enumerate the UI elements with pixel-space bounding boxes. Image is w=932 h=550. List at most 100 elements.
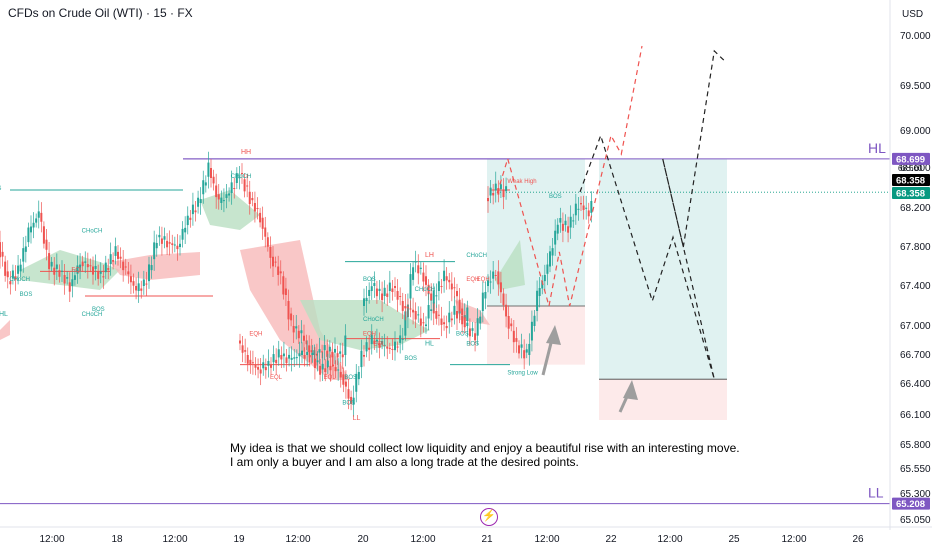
lightning-icon[interactable]: ⚡ [480,508,498,526]
candle-body [168,242,171,244]
structure-label: EQL [71,267,84,273]
candle-body [530,321,533,341]
candle-body [474,333,477,341]
candle-body [427,305,430,319]
candle-body [414,261,417,263]
candle-body [456,311,458,319]
candle-body [61,270,63,272]
y-tick-label: 66.400 [900,379,931,390]
candle-body [332,364,334,367]
candle-body [355,373,358,392]
candle-body [329,365,332,371]
candle-body [117,251,119,259]
y-tick-label: 69.500 [900,81,931,92]
idea-annotation[interactable]: My idea is that we should collect low li… [230,441,740,469]
candle-body [42,226,45,244]
candle-body [425,276,427,285]
candle-body [267,360,270,366]
candle-body [319,365,322,375]
candle-body [225,194,228,198]
idea-line-1: My idea is that we should collect low li… [230,441,740,455]
currency-label[interactable]: USD [902,9,924,20]
stop-zone [599,379,727,420]
candle-body [55,264,58,269]
arrow-head [546,325,561,345]
structure-label: HH [241,149,251,156]
candle-body [463,317,466,328]
candle-body [419,267,422,269]
candle-body [419,318,422,326]
candle-body [32,222,35,228]
price-badge-current-1: 68.358 [896,176,925,187]
candle-body [246,355,249,364]
projection-black [579,49,726,380]
x-tick-label: 12:00 [534,534,559,545]
candle-body [326,360,329,368]
candle-body [318,349,321,353]
structure-label: EQL [373,341,386,347]
structure-label: BOS [342,401,355,407]
cloud-patch [0,320,10,340]
candle-body [394,286,396,288]
candle-body [1,251,4,257]
candle-body [37,211,40,218]
candle-body [412,309,415,313]
structure-label: CHoCH [82,312,103,318]
candle-body [466,322,469,326]
candle-body [567,226,570,233]
candle-body [89,265,92,267]
candle-body [79,264,82,268]
candle-body [494,275,497,277]
candle-body [476,318,479,336]
candle-body [137,283,140,291]
price-badge-current-2-bg [892,187,930,199]
candle-body [422,272,425,282]
candle-body [381,293,384,301]
candle-body [417,314,420,316]
structure-label: BOS [466,341,479,347]
candle-body [487,280,489,286]
x-tick-label: 12:00 [781,534,806,545]
symbol-title[interactable]: CFDs on Crude Oil (WTI) · 15 · FX [8,6,193,20]
candle-body [142,279,145,286]
candle-body [417,265,420,274]
candle-body [173,244,176,246]
cloud-patch [20,250,120,290]
candle-body [270,364,272,368]
candle-body [243,179,246,192]
candle-body [425,324,427,326]
candle-body [313,350,316,355]
candle-body [235,173,238,183]
price-badge-current-1-bg [892,174,930,186]
candle-body [494,183,497,191]
y-tick-label: 68.200 [900,203,931,214]
candle-body [321,351,324,353]
candle-body [394,341,396,351]
candle-body [368,289,371,296]
structure-label: CHoCH [231,174,252,180]
candle-body [107,268,110,270]
candle-body [266,237,269,247]
candle-body [145,283,148,285]
candle-body [453,305,456,315]
candle-body [360,350,363,368]
candle-body [505,186,508,192]
candle-body [160,238,163,244]
candle-body [104,262,107,273]
candle-body [300,330,303,334]
candle-body [186,215,189,226]
candle-body [383,287,386,296]
candle-body [492,193,495,196]
candle-body [264,367,267,371]
structure-label: BOS [363,277,376,283]
candle-body [269,247,272,258]
structure-label: EQH [466,277,479,283]
candle-body [339,371,342,378]
candle-body [53,267,56,275]
candle-body [499,184,502,190]
candle-body [204,182,207,186]
x-tick-label: 12:00 [657,534,682,545]
candle-body [375,288,378,297]
candle-body [280,355,283,360]
